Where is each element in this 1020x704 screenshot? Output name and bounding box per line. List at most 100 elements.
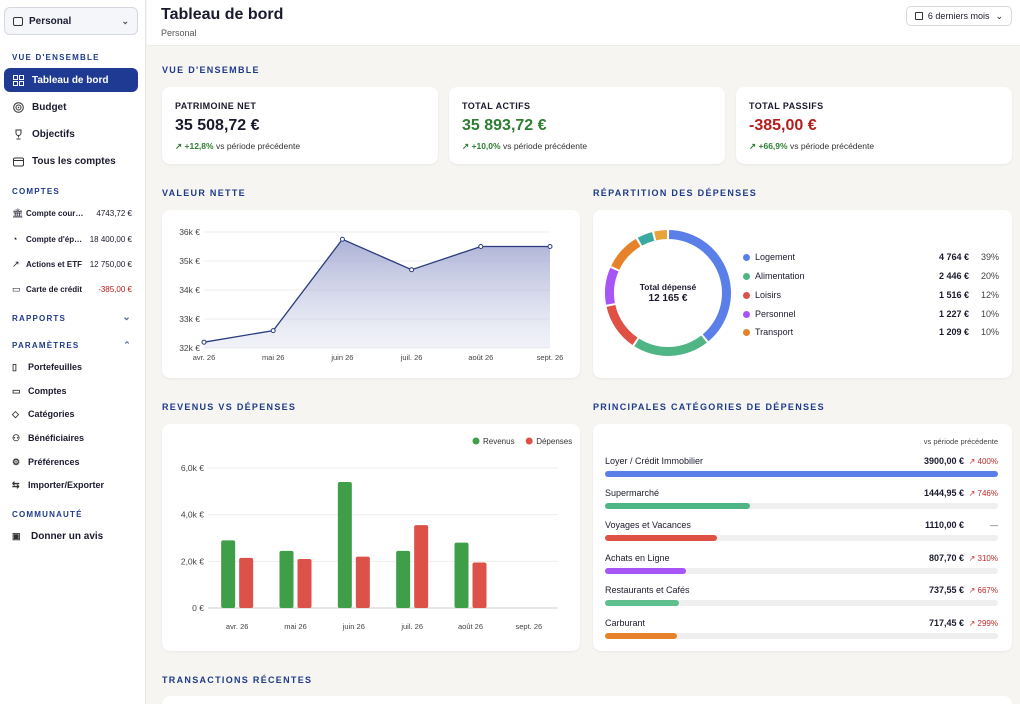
category-bar-track (605, 503, 998, 509)
legend-amount: 1 227 € (938, 309, 969, 319)
legend-row[interactable]: Loisirs 1 516 € 12% (743, 288, 999, 302)
legend-row[interactable]: Logement 4 764 € 39% (743, 250, 999, 264)
category-change: ↗ 400% (968, 457, 998, 466)
kpi-delta-suffix: vs période précédente (215, 141, 301, 151)
category-row[interactable]: Achats en Ligne 807,70 € ↗ 310% (605, 553, 998, 579)
bar-revenue (221, 540, 236, 608)
category-row[interactable]: Supermarché 1444,95 € ↗ 746% (605, 488, 998, 514)
legend-name: Transport (755, 327, 794, 337)
category-amount: 807,70 € (928, 553, 964, 563)
category-amount: 717,45 € (928, 618, 964, 628)
recent-transactions-card (162, 696, 1012, 704)
sidebar-item-import-export[interactable]: ⇆ Importer/Exporter (12, 476, 104, 494)
category-bar-fill (605, 600, 680, 606)
category-row[interactable]: Carburant 717,45 € ↗ 299% (605, 618, 998, 644)
category-amount: 3900,00 € (923, 456, 964, 466)
sidebar-item-payees[interactable]: ⚇ Bénéficiaires (12, 429, 84, 447)
workspace-selector[interactable]: Personal ⌄ (4, 7, 138, 35)
trophy-icon (12, 128, 24, 140)
x-tick-label: avr. 26 (226, 622, 249, 631)
legend-row[interactable]: Personnel 1 227 € 10% (743, 307, 999, 321)
category-bar-fill (605, 633, 678, 639)
donut-center-label: Total dépensé (639, 282, 697, 292)
x-tick-label: sept. 26 (515, 622, 542, 631)
category-change: ↗ 299% (968, 619, 998, 628)
category-name: Restaurants et Cafés (605, 585, 690, 595)
gear-icon: ⚙ (12, 456, 21, 467)
legend-percent: 10% (980, 327, 999, 337)
legend-row[interactable]: Transport 1 209 € 10% (743, 325, 999, 339)
page-title: Tableau de bord (161, 6, 284, 23)
sidebar-item-goals[interactable]: Objectifs (4, 122, 138, 146)
section-title-top-categories: PRINCIPALES CATÉGORIES DE DÉPENSES (593, 402, 825, 412)
legend-name: Logement (755, 252, 796, 262)
settings-label: PARAMÈTRES (12, 341, 80, 350)
sidebar: Personal ⌄ VUE D'ENSEMBLE Tableau de bor… (0, 0, 146, 704)
account-item-checking[interactable]: 🏛︎ Compte courant 4743,72 € (12, 205, 132, 221)
piggy-bank-icon: ◔ (12, 234, 18, 244)
kpi-label: PATRIMOINE NET (175, 101, 257, 111)
account-name: Compte courant (26, 208, 86, 218)
kpi-card-total-assets: TOTAL ACTIFS 35 893,72 € ↗ +10,0% vs pér… (449, 87, 725, 164)
sidebar-item-dashboard[interactable]: Tableau de bord (4, 68, 138, 92)
bar-expense (414, 525, 429, 608)
sidebar-section-settings[interactable]: PARAMÈTRES ⌃ (12, 340, 132, 350)
legend-percent: 10% (980, 309, 999, 319)
legend-row[interactable]: Alimentation 2 446 € 20% (743, 269, 999, 283)
y-tick-label: 0 € (192, 603, 204, 613)
message-icon: ▣ (12, 530, 21, 541)
kpi-delta: ↗ +12,8% vs période précédente (175, 141, 300, 152)
dashboard-icon (12, 74, 24, 86)
sidebar-item-preferences[interactable]: ⚙ Préférences (12, 453, 80, 471)
category-row[interactable]: Loyer / Crédit Immobilier 3900,00 € ↗ 40… (605, 456, 998, 482)
category-row[interactable]: Restaurants et Cafés 737,55 € ↗ 667% (605, 585, 998, 611)
users-icon: ⚇ (12, 432, 21, 443)
kpi-delta: ↗ +66,9% vs période précédente (749, 141, 874, 152)
legend-dot (743, 272, 750, 280)
category-bar-fill (605, 471, 998, 477)
kpi-delta-suffix: vs période précédente (789, 141, 875, 151)
bar-expense (239, 557, 254, 608)
sidebar-item-all-accounts[interactable]: Tous les comptes (4, 149, 138, 173)
legend-percent: 39% (980, 252, 999, 262)
x-tick-label: juin 26 (330, 353, 353, 362)
sidebar-item-label: Budget (32, 101, 67, 113)
category-bar-fill (605, 503, 751, 509)
period-selector[interactable]: 6 derniers mois ⌄ (905, 6, 1012, 26)
wallet-icon (12, 155, 24, 167)
legend-dot (743, 291, 750, 299)
calendar-icon (914, 12, 923, 20)
sidebar-item-label: Bénéficiaires (28, 433, 85, 443)
sidebar-item-label: Comptes (28, 386, 67, 396)
sidebar-section-reports[interactable]: RAPPORTS ⌄ (12, 312, 132, 323)
category-name: Voyages et Vacances (605, 520, 691, 530)
data-point (270, 328, 276, 334)
sidebar-item-categories[interactable]: ◇ Catégories (12, 405, 75, 423)
legend-amount: 2 446 € (938, 271, 969, 281)
account-name: Carte de crédit (26, 284, 83, 294)
bar-revenue (337, 482, 352, 608)
area-fill (204, 239, 550, 348)
kpi-label: TOTAL PASSIFS (749, 101, 824, 111)
category-name: Carburant (605, 618, 646, 628)
kpi-delta-value: +10,0% (471, 141, 501, 151)
donut-slice (611, 238, 641, 270)
category-amount: 1110,00 € (924, 520, 964, 530)
sidebar-item-label: Portefeuilles (28, 362, 83, 372)
donut-slice (606, 304, 638, 346)
category-bar-track (605, 535, 998, 541)
sidebar-item-feedback[interactable]: ▣ Donner un avis (12, 527, 103, 545)
y-tick-label: 2,0k € (181, 556, 204, 566)
y-tick-label: 32k € (179, 343, 200, 353)
category-bar-track (605, 633, 998, 639)
sidebar-item-budget[interactable]: Budget (4, 95, 138, 119)
account-item-credit-card[interactable]: ▭ Carte de crédit -385,00 € (12, 281, 132, 297)
x-tick-label: juil. 26 (400, 622, 423, 631)
category-row[interactable]: Voyages et Vacances 1110,00 € — (605, 520, 998, 546)
account-item-investments[interactable]: ↗ Actions et ETF 12 750,00 € (12, 256, 132, 272)
account-item-savings[interactable]: ◔ Compte d'épargne 18 400,00 € (12, 231, 132, 247)
sidebar-item-portfolios[interactable]: ▯ Portefeuilles (12, 358, 82, 376)
category-bar-fill (605, 568, 687, 574)
sidebar-item-accounts[interactable]: ▭ Comptes (12, 382, 67, 400)
y-tick-label: 34k € (179, 285, 200, 295)
